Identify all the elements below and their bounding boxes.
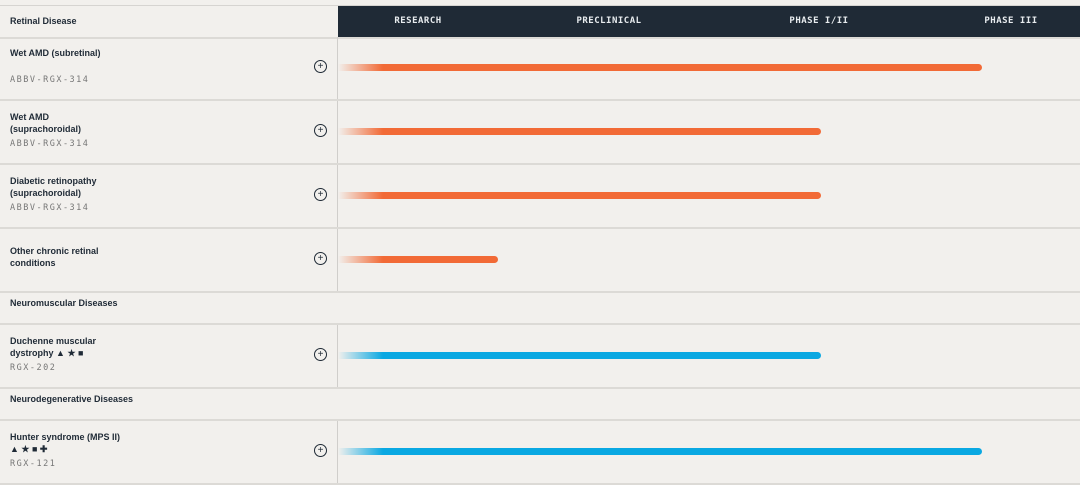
progress-bar	[338, 64, 982, 71]
phase-3: PHASE III	[984, 16, 1038, 26]
pipeline-row: Other chronic retinal conditions +	[0, 229, 1080, 293]
expand-plus-icon[interactable]: +	[314, 444, 327, 457]
program-cell: Wet AMD (suprachoroidal) ABBV-RGX-314 +	[0, 101, 338, 163]
program-name: Wet AMD (subretinal)	[10, 47, 120, 59]
program-name: Other chronic retinal conditions	[10, 245, 120, 269]
program-cell: Duchenne muscular dystrophy ▲ ★ ■ RGX-20…	[0, 325, 338, 387]
program-code: RGX-202	[10, 363, 57, 373]
program-name-text: Other chronic retinal conditions	[10, 246, 99, 268]
pipeline-row: Hunter syndrome (MPS II) ▲ ★ ■ ✚ RGX-121…	[0, 421, 1080, 485]
program-name-text: Wet AMD (suprachoroidal)	[10, 112, 82, 134]
program-cell: Diabetic retinopathy (suprachoroidal) AB…	[0, 165, 338, 227]
expand-plus-icon[interactable]: +	[314, 124, 327, 137]
category-label: Neurodegenerative Diseases	[10, 394, 134, 404]
pipeline-row: Duchenne muscular dystrophy ▲ ★ ■ RGX-20…	[0, 325, 1080, 389]
program-name: Wet AMD (suprachoroidal)	[10, 111, 120, 135]
category-row: Neurodegenerative Diseases	[0, 389, 1080, 421]
program-code: ABBV-RGX-314	[10, 75, 90, 85]
designation-icons: ▲ ★ ■ ✚	[10, 444, 48, 454]
progress-bar	[338, 352, 821, 359]
phase-preclinical: PRECLINICAL	[576, 16, 642, 26]
program-name: Diabetic retinopathy (suprachoroidal)	[10, 175, 120, 199]
top-divider	[0, 5, 1080, 6]
program-name-text: Diabetic retinopathy (suprachoroidal)	[10, 176, 97, 198]
phase-1-2: PHASE I/II	[789, 16, 849, 26]
phase-research: RESEARCH	[394, 16, 442, 26]
program-cell: Wet AMD (subretinal) ABBV-RGX-314 +	[0, 37, 338, 99]
category-header: Retinal Disease	[10, 16, 77, 26]
designation-icons: ▲ ★ ■	[56, 348, 84, 358]
progress-bar	[338, 256, 498, 263]
program-code: RGX-121	[10, 459, 57, 469]
program-cell: Other chronic retinal conditions +	[0, 229, 338, 291]
expand-plus-icon[interactable]: +	[314, 188, 327, 201]
program-name-text: Duchenne muscular dystrophy	[10, 336, 97, 358]
expand-plus-icon[interactable]: +	[314, 252, 327, 265]
program-name-text: Wet AMD (subretinal)	[10, 48, 101, 58]
program-code: ABBV-RGX-314	[10, 139, 90, 149]
program-name: Duchenne muscular dystrophy ▲ ★ ■	[10, 335, 120, 359]
category-label: Neuromuscular Diseases	[10, 298, 118, 308]
pipeline-header: Retinal Disease RESEARCH PRECLINICAL PHA…	[0, 6, 1080, 39]
phase-header-bar: RESEARCH PRECLINICAL PHASE I/II PHASE II…	[338, 6, 1080, 37]
program-code: ABBV-RGX-314	[10, 203, 90, 213]
category-row: Neuromuscular Diseases	[0, 293, 1080, 325]
program-name: Hunter syndrome (MPS II) ▲ ★ ■ ✚	[10, 431, 120, 455]
pipeline-row: Diabetic retinopathy (suprachoroidal) AB…	[0, 165, 1080, 229]
progress-bar	[338, 128, 821, 135]
pipeline-row: Wet AMD (suprachoroidal) ABBV-RGX-314 +	[0, 101, 1080, 165]
expand-plus-icon[interactable]: +	[314, 348, 327, 361]
progress-bar	[338, 192, 821, 199]
pipeline-row: Wet AMD (subretinal) ABBV-RGX-314 +	[0, 37, 1080, 101]
expand-plus-icon[interactable]: +	[314, 60, 327, 73]
program-cell: Hunter syndrome (MPS II) ▲ ★ ■ ✚ RGX-121…	[0, 421, 338, 483]
program-name-text: Hunter syndrome (MPS II)	[10, 432, 121, 442]
progress-bar	[338, 448, 982, 455]
